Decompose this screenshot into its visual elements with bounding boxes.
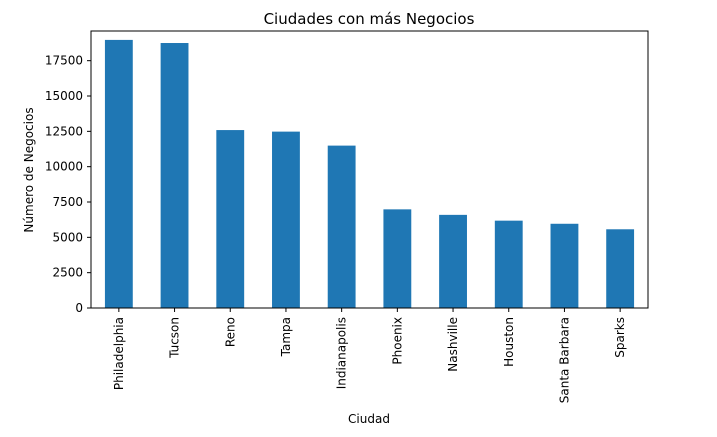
bar-tampa (272, 131, 300, 308)
x-axis: Philadelphia Tucson Reno Tampa Indianapolis P… (112, 308, 627, 403)
bar-nashville (439, 214, 467, 308)
x-axis-label: Ciudad (348, 412, 390, 426)
x-tick-label: Houston (502, 317, 516, 367)
bar-sparks (606, 229, 635, 308)
x-tick-label: Indianapolis (335, 317, 349, 389)
bar-reno (216, 130, 245, 308)
bar-philadelphia (104, 39, 133, 309)
y-tick-label: 5000 (52, 230, 83, 244)
edge-artifact (0, 0, 4, 14)
bar-tucson (160, 43, 189, 308)
y-tick-label: 10000 (45, 160, 83, 174)
bars-group (104, 39, 635, 309)
x-tick-label: Tampa (279, 317, 293, 357)
x-tick-label: Philadelphia (112, 317, 126, 390)
y-axis-label: Número de Negocios (22, 107, 36, 232)
y-tick-label: 12500 (45, 124, 83, 138)
x-tick-label: Reno (223, 317, 237, 347)
y-tick-label: 15000 (45, 89, 83, 103)
bar-phoenix (383, 209, 412, 308)
bar-indianapolis (327, 145, 356, 308)
bar-santa-barbara (550, 223, 579, 308)
x-tick-label: Tucson (168, 317, 182, 359)
chart-title: Ciudades con más Negocios (264, 10, 475, 28)
y-tick-label: 17500 (45, 54, 83, 68)
plot-frame (90, 30, 649, 309)
y-tick-label: 7500 (52, 195, 83, 209)
bar-houston (494, 220, 523, 308)
x-tick-label: Phoenix (390, 317, 404, 365)
y-axis: 0 2500 5000 7500 10000 12500 15000 17500 (45, 54, 91, 315)
x-tick-label: Nashville (446, 317, 460, 372)
x-tick-label: Sparks (613, 317, 627, 358)
x-tick-label: Santa Barbara (557, 317, 571, 403)
y-tick-label: 0 (75, 301, 83, 315)
y-tick-label: 2500 (52, 266, 83, 280)
